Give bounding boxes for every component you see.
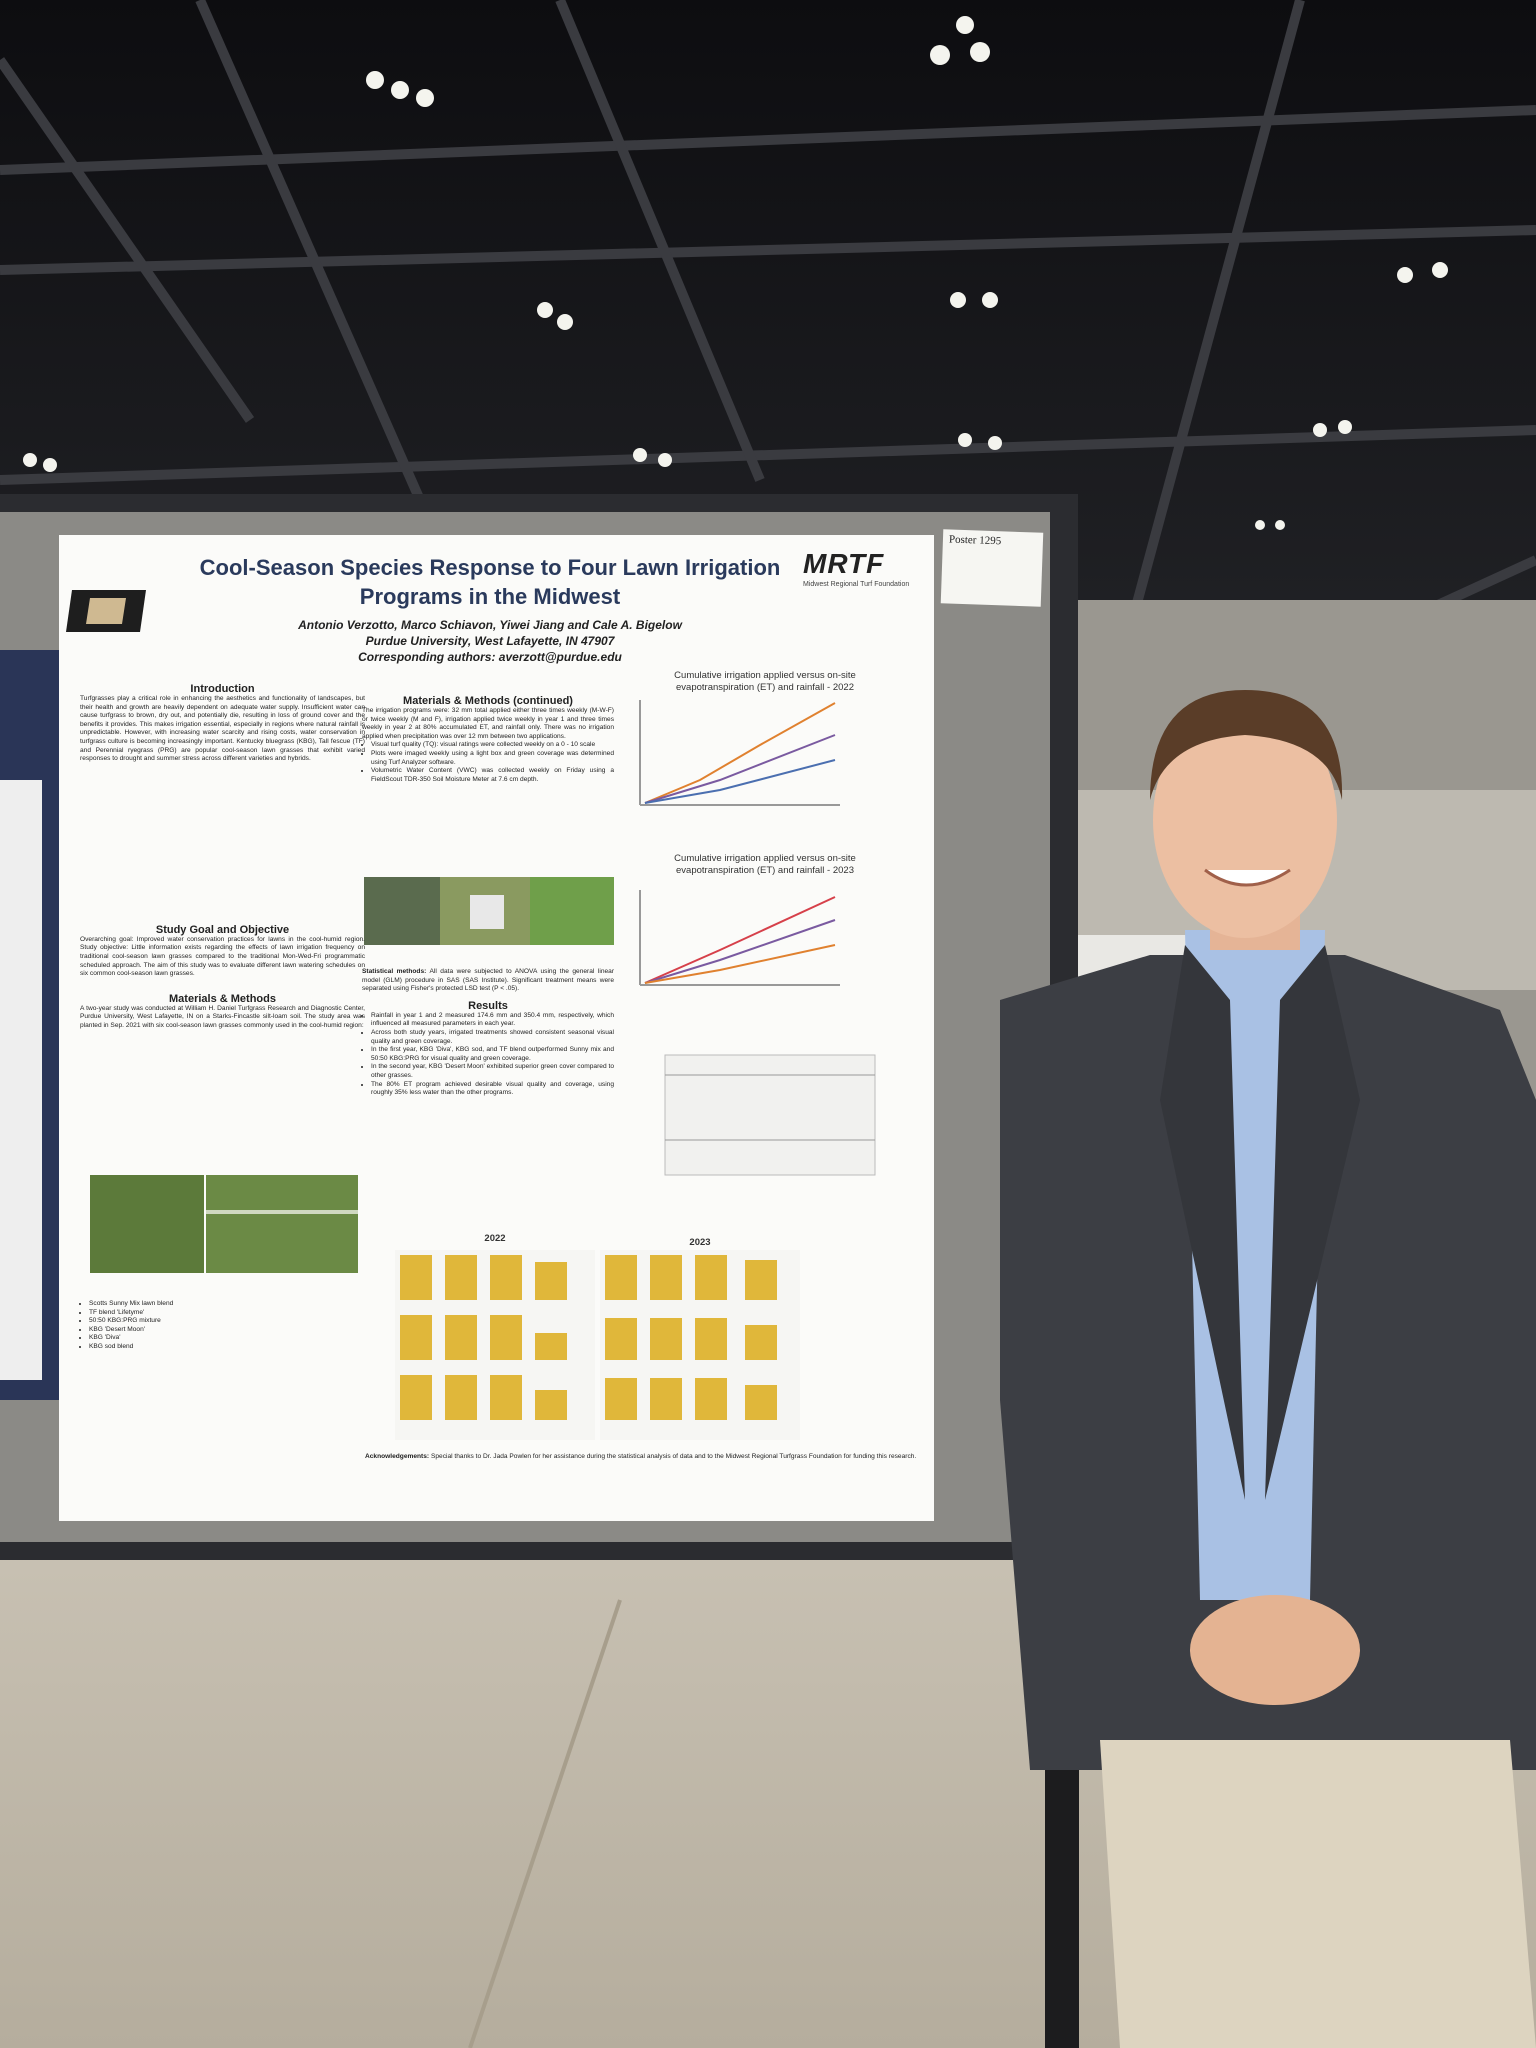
grass-list: Scotts Sunny Mix lawn blend TF blend 'Li… [80, 1300, 365, 1352]
neighbor-poster-paper [0, 780, 42, 1380]
mrtf-logo: MRTF [803, 548, 885, 579]
list-item: Scotts Sunny Mix lawn blend [89, 1300, 365, 1309]
poster-line-charts [639, 700, 840, 986]
purdue-logo-p [86, 598, 126, 624]
section-heading: Acknowledgements: [365, 1453, 430, 1460]
poster-number-card: Poster 1295 [940, 529, 1044, 607]
section-text: A two-year study was conducted at Willia… [80, 1004, 365, 1029]
contact: Corresponding authors: averzott@purdue.e… [358, 650, 622, 664]
section-text: Special thanks to Dr. Jada Powlen for he… [430, 1453, 917, 1460]
chart-title: Cumulative irrigation applied versus on-… [674, 853, 856, 876]
section-text: The irrigation programs were: 32 mm tota… [362, 707, 614, 740]
list-item: KBG 'Diva' [89, 1334, 365, 1343]
lapels [1160, 945, 1360, 1500]
section-text: Overarching goal: Improved water conserv… [80, 935, 365, 978]
left-column: Introduction Turfgrasses play a critical… [80, 683, 365, 1031]
section-text: Turfgrasses play a critical role in enha… [80, 695, 365, 763]
list-item: KBG 'Desert Moon' [89, 1326, 365, 1335]
results-list: Rainfall in year 1 and 2 measured 174.6 … [362, 1012, 614, 1098]
acknowledgements: Acknowledgements: Special thanks to Dr. … [365, 1453, 920, 1462]
statistics: Statistical methods: All data were subje… [362, 968, 614, 994]
list-item: TF blend 'Lifetyme' [89, 1309, 365, 1318]
smile [1204, 868, 1291, 887]
hair [1150, 690, 1343, 800]
middle-column-lower: Statistical methods: All data were subje… [362, 968, 614, 1098]
middle-column: Materials & Methods (continued) The irri… [362, 695, 614, 784]
chart-year: 2023 [689, 1237, 711, 1248]
list-item: Rainfall in year 1 and 2 measured 174.6 … [371, 1012, 614, 1029]
section-heading: Materials & Methods (continued) [403, 695, 573, 707]
list-item: Volumetric Water Content (VWC) was colle… [371, 767, 614, 784]
hands [1190, 1595, 1360, 1705]
section-text: All data were subjected to ANOVA using t… [362, 968, 615, 993]
chart-year: 2022 [484, 1233, 506, 1244]
floor-seam [468, 1599, 622, 2048]
section-heading: Materials & Methods [169, 992, 276, 1005]
ceiling-lights [23, 16, 1448, 530]
list-item: Across both study years, irrigated treat… [371, 1029, 614, 1046]
poster-bar-charts [395, 1250, 800, 1440]
poster-title: Cool-Season Species Response to Four Law… [199, 555, 781, 609]
list-item: The 80% ET program achieved desirable vi… [371, 1081, 614, 1098]
list-item: Visual turf quality (TQ): visual ratings… [371, 741, 614, 750]
chart-title: Cumulative irrigation applied versus on-… [674, 670, 856, 693]
measurement-list: Visual turf quality (TQ): visual ratings… [362, 741, 614, 784]
authors: Antonio Verzotto, Marco Schiavon, Yiwei … [298, 618, 682, 632]
list-item: In the second year, KBG 'Desert Moon' ex… [371, 1063, 614, 1080]
list-item: 50:50 KBG:PRG mixture [89, 1317, 365, 1326]
mrtf-caption: Midwest Regional Turf Foundation [803, 581, 910, 588]
section-heading: Study Goal and Objective [155, 923, 290, 936]
list-item: KBG sod blend [89, 1343, 365, 1352]
face [1153, 702, 1337, 938]
section-heading: Results [468, 999, 508, 1012]
pants [1100, 1740, 1536, 2048]
ceiling-trusses [0, 0, 1536, 765]
poster-authors: Antonio Verzotto, Marco Schiavon, Yiwei … [170, 617, 810, 665]
field-photos [90, 877, 614, 1273]
list-item: Plots were imaged weekly using a light b… [371, 750, 614, 767]
section-heading: Introduction [190, 683, 255, 695]
section-heading: Statistical methods: [362, 968, 427, 975]
poster-table [664, 1054, 876, 1176]
affiliation: Purdue University, West Lafayette, IN 47… [365, 634, 615, 648]
list-item: In the first year, KBG 'Diva', KBG sod, … [371, 1046, 614, 1063]
